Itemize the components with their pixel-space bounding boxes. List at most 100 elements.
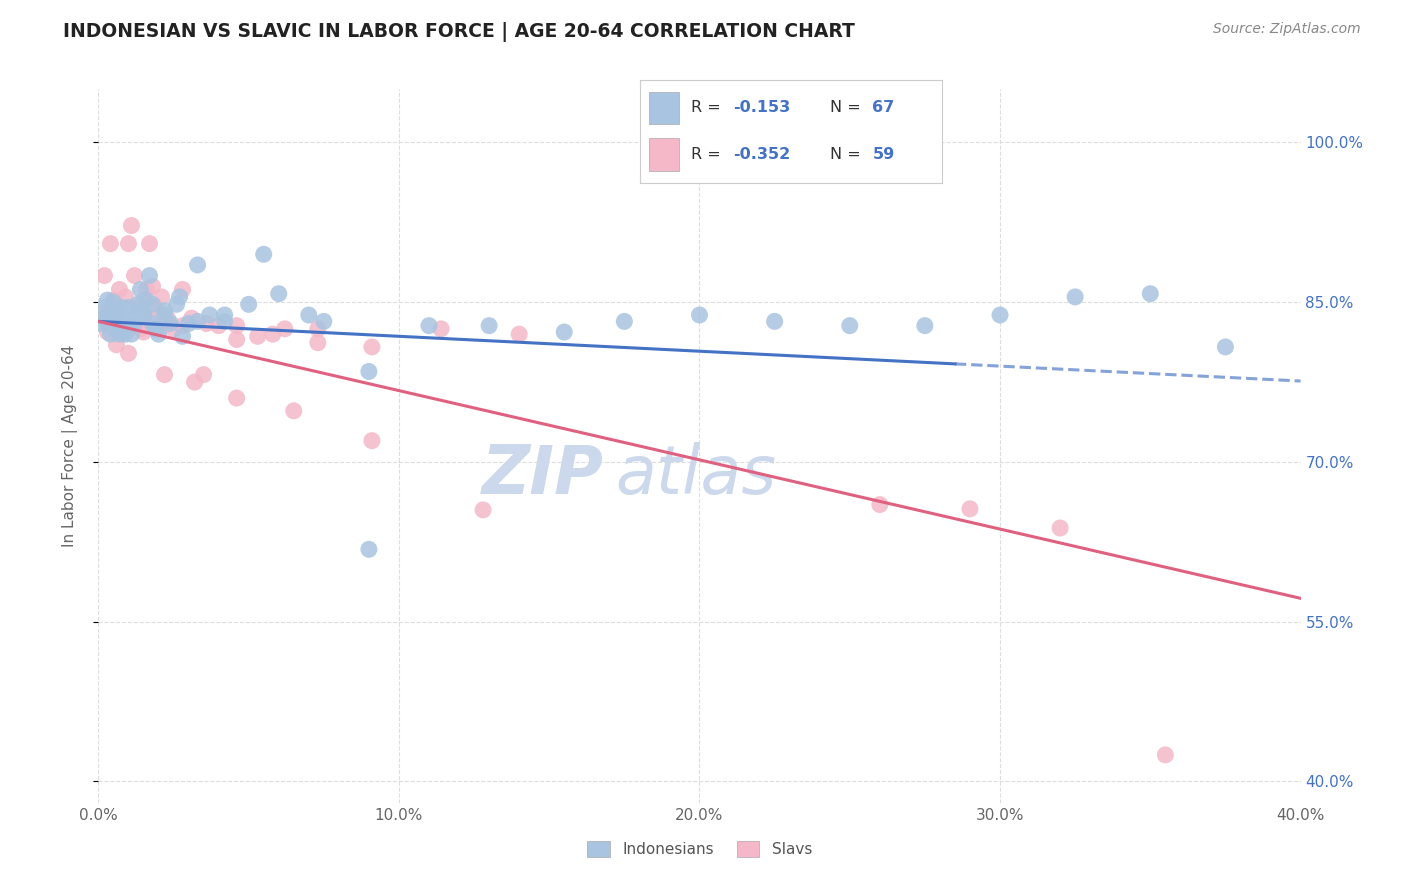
Point: [121, 219, 143, 233]
Point: [105, 322, 128, 336]
Point: [253, 247, 276, 261]
Point: [187, 258, 209, 272]
Point: [135, 282, 157, 296]
Point: [129, 282, 152, 296]
Point: [96, 308, 118, 322]
Point: [132, 308, 155, 322]
Point: [283, 404, 305, 418]
Text: 67: 67: [873, 101, 894, 115]
Point: [246, 329, 269, 343]
Point: [138, 268, 160, 283]
Point: [214, 308, 236, 322]
Point: [141, 297, 163, 311]
Point: [132, 308, 155, 322]
Point: [93, 311, 115, 326]
Text: -0.153: -0.153: [734, 101, 790, 115]
Point: [162, 322, 184, 336]
FancyBboxPatch shape: [648, 137, 679, 170]
Point: [100, 236, 122, 251]
Point: [838, 318, 860, 333]
Point: [195, 317, 218, 331]
Point: [96, 293, 118, 307]
Point: [111, 308, 134, 322]
Point: [114, 311, 136, 326]
Point: [100, 327, 122, 342]
Point: [361, 434, 384, 448]
Point: [1215, 340, 1237, 354]
Point: [988, 308, 1011, 322]
Point: [150, 290, 173, 304]
Point: [153, 368, 176, 382]
Point: [166, 297, 188, 311]
Point: [129, 322, 152, 336]
Point: [127, 301, 149, 315]
Point: [114, 290, 136, 304]
Point: [93, 301, 115, 315]
Point: [198, 308, 221, 322]
Text: INDONESIAN VS SLAVIC IN LABOR FORCE | AGE 20-64 CORRELATION CHART: INDONESIAN VS SLAVIC IN LABOR FORCE | AG…: [63, 22, 855, 42]
Point: [183, 375, 205, 389]
Text: N =: N =: [830, 101, 866, 115]
Point: [225, 318, 247, 333]
Point: [111, 327, 134, 342]
Text: atlas: atlas: [616, 442, 776, 508]
Point: [689, 308, 711, 322]
FancyBboxPatch shape: [648, 92, 679, 124]
Text: Source: ZipAtlas.com: Source: ZipAtlas.com: [1213, 22, 1361, 37]
Point: [1154, 747, 1177, 762]
Point: [153, 303, 176, 318]
Point: [169, 290, 191, 304]
Text: 59: 59: [873, 146, 894, 161]
Point: [180, 311, 202, 326]
Point: [148, 327, 170, 342]
Point: [1064, 290, 1087, 304]
Point: [357, 364, 380, 378]
Point: [90, 306, 112, 320]
Point: [103, 317, 125, 331]
Point: [121, 306, 143, 320]
Point: [159, 317, 181, 331]
Point: [103, 295, 125, 310]
Point: [225, 333, 247, 347]
Point: [1139, 286, 1161, 301]
Point: [124, 317, 146, 331]
Point: [267, 286, 290, 301]
Point: [869, 498, 891, 512]
Point: [108, 306, 131, 320]
Point: [613, 314, 636, 328]
Point: [238, 297, 260, 311]
Point: [103, 311, 125, 326]
Point: [177, 317, 200, 331]
Point: [105, 308, 128, 322]
Point: [132, 293, 155, 307]
Point: [108, 282, 131, 296]
Point: [96, 317, 118, 331]
Point: [105, 338, 128, 352]
Point: [141, 317, 163, 331]
Point: [153, 318, 176, 333]
Point: [117, 301, 139, 315]
Point: [472, 503, 495, 517]
Point: [127, 318, 149, 333]
Text: R =: R =: [692, 101, 725, 115]
Point: [153, 308, 176, 322]
Point: [478, 318, 501, 333]
Point: [138, 236, 160, 251]
Point: [357, 542, 380, 557]
Point: [959, 501, 981, 516]
Point: [361, 340, 384, 354]
Point: [763, 314, 786, 328]
Point: [100, 306, 122, 320]
Point: [108, 327, 131, 342]
Point: [93, 268, 115, 283]
Point: [145, 322, 167, 336]
Point: [96, 308, 118, 322]
Text: ZIP: ZIP: [481, 442, 603, 508]
Point: [418, 318, 440, 333]
Point: [193, 368, 215, 382]
Point: [274, 322, 297, 336]
Point: [96, 325, 118, 339]
Point: [111, 301, 134, 315]
Point: [914, 318, 936, 333]
Point: [553, 325, 575, 339]
